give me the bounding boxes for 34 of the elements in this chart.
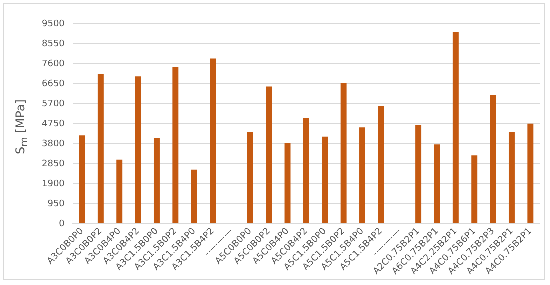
bar [434, 144, 440, 224]
y-tick-label: 4750 [42, 119, 66, 130]
y-tick-label: 1900 [42, 179, 66, 190]
y-tick-label: 8550 [42, 39, 66, 50]
bar [191, 170, 198, 224]
bar [247, 132, 254, 224]
y-tick-label: 5700 [42, 99, 66, 110]
bar [79, 136, 86, 224]
bar [172, 67, 179, 224]
bar [378, 106, 384, 224]
bar [416, 125, 422, 224]
bar [266, 86, 272, 224]
bar [360, 128, 366, 224]
bar [322, 136, 328, 224]
y-tick-label: 7600 [42, 59, 66, 70]
bar [490, 94, 496, 224]
y-tick-label: 950 [48, 199, 66, 210]
bar [452, 32, 459, 224]
bar [303, 118, 310, 224]
y-tick-label: 3800 [42, 139, 66, 150]
bar [284, 143, 291, 224]
bar [528, 124, 534, 224]
bar [508, 132, 515, 224]
bar [116, 160, 123, 224]
bar [135, 76, 142, 224]
bar [210, 58, 216, 224]
bar [154, 138, 160, 224]
y-tick-label: 0 [59, 219, 66, 230]
y-tick-label: 9500 [42, 19, 66, 30]
y-tick-label: 6650 [42, 79, 66, 90]
bar [472, 156, 478, 224]
bar [98, 74, 104, 224]
bar [340, 82, 347, 224]
y-tick-label: 2850 [42, 159, 66, 170]
